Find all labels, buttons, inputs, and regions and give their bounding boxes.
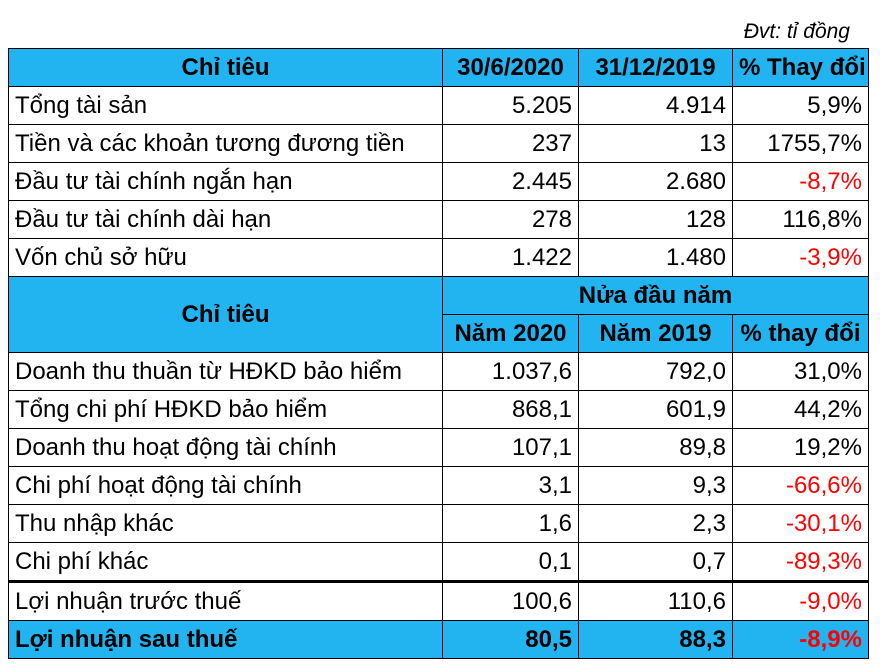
table-row: Đầu tư tài chính dài hạn 278 128 116,8%: [8, 200, 869, 239]
row-label: Doanh thu thuần từ HĐKD bảo hiểm: [8, 352, 443, 391]
row-label: Thu nhập khác: [8, 504, 443, 543]
row-value-2: 601,9: [578, 390, 733, 429]
table-row: Vốn chủ sở hữu 1.422 1.480 -3,9%: [8, 238, 869, 277]
table-row: Doanh thu thuần từ HĐKD bảo hiểm 1.037,6…: [8, 352, 869, 391]
unit-note: Đvt: tỉ đồng: [743, 20, 850, 43]
row-value-2: 110,6: [578, 580, 733, 621]
row-value-1: 0,1: [442, 542, 579, 582]
row-pct: 1755,7%: [732, 124, 869, 163]
row-label: Doanh thu hoạt động tài chính: [8, 428, 443, 467]
row-pct: 44,2%: [732, 390, 869, 429]
section2-header-col1: Năm 2020: [442, 314, 579, 353]
table-row: Tiền và các khoản tương đương tiền 237 1…: [8, 124, 869, 163]
row-pct: -9,0%: [732, 580, 869, 621]
section2-header-col2: Năm 2019: [578, 314, 733, 353]
section1-header-row: Chỉ tiêu 30/6/2020 31/12/2019 % Thay đổi: [8, 48, 869, 87]
table-row: Tổng chi phí HĐKD bảo hiểm 868,1 601,9 4…: [8, 390, 869, 429]
row-value-1: 1,6: [442, 504, 579, 543]
row-value-1: 107,1: [442, 428, 579, 467]
row-value-1: 237: [442, 124, 579, 163]
row-value-2: 792,0: [578, 352, 733, 391]
row-value-1: 2.445: [442, 162, 579, 201]
section2-header-group: Nửa đầu năm: [442, 276, 869, 315]
row-pct: -30,1%: [732, 504, 869, 543]
table-row-total: Lợi nhuận sau thuế 80,5 88,3 -8,9%: [8, 620, 869, 659]
section2-header-label: Chỉ tiêu: [8, 276, 443, 353]
row-label: Chi phí khác: [8, 542, 443, 582]
row-pct: -8,9%: [732, 620, 869, 659]
row-value-1: 3,1: [442, 466, 579, 505]
section1-header-label: Chỉ tiêu: [8, 48, 443, 87]
row-label: Vốn chủ sở hữu: [8, 238, 443, 277]
row-value-2: 4.914: [578, 86, 733, 125]
row-pct: 19,2%: [732, 428, 869, 467]
section2-header-row: Chỉ tiêu Nửa đầu năm: [8, 276, 869, 353]
row-value-1: 1.422: [442, 238, 579, 277]
row-pct: -89,3%: [732, 542, 869, 582]
row-pct: 31,0%: [732, 352, 869, 391]
row-value-2: 13: [578, 124, 733, 163]
section1-header-col1: 30/6/2020: [442, 48, 579, 87]
row-pct: -66,6%: [732, 466, 869, 505]
row-value-2: 128: [578, 200, 733, 239]
table-row: Doanh thu hoạt động tài chính 107,1 89,8…: [8, 428, 869, 467]
row-label: Đầu tư tài chính ngắn hạn: [8, 162, 443, 201]
section2-header-col3: % thay đổi: [732, 314, 869, 353]
row-label: Tổng chi phí HĐKD bảo hiểm: [8, 390, 443, 429]
row-pct: -3,9%: [732, 238, 869, 277]
row-value-2: 2,3: [578, 504, 733, 543]
table-row: Chi phí hoạt động tài chính 3,1 9,3 -66,…: [8, 466, 869, 505]
row-label: Chi phí hoạt động tài chính: [8, 466, 443, 505]
table-row: Lợi nhuận trước thuế 100,6 110,6 -9,0%: [8, 580, 869, 621]
row-label: Lợi nhuận sau thuế: [8, 620, 443, 659]
row-value-1: 80,5: [442, 620, 579, 659]
row-value-1: 1.037,6: [442, 352, 579, 391]
row-pct: 5,9%: [732, 86, 869, 125]
row-value-1: 100,6: [442, 580, 579, 621]
section1-header-col3: % Thay đổi: [732, 48, 869, 87]
section1-header-col2: 31/12/2019: [578, 48, 733, 87]
section2-subheader-row: Năm 2020 Năm 2019 % thay đổi: [9, 314, 869, 353]
row-value-2: 0,7: [578, 542, 733, 582]
row-value-2: 89,8: [578, 428, 733, 467]
row-value-2: 9,3: [578, 466, 733, 505]
financial-table: Chỉ tiêu 30/6/2020 31/12/2019 % Thay đổi…: [8, 48, 869, 659]
row-pct: 116,8%: [732, 200, 869, 239]
row-value-2: 88,3: [578, 620, 733, 659]
row-value-1: 868,1: [442, 390, 579, 429]
table-row: Đầu tư tài chính ngắn hạn 2.445 2.680 -8…: [8, 162, 869, 201]
row-value-1: 278: [442, 200, 579, 239]
row-label: Đầu tư tài chính dài hạn: [8, 200, 443, 239]
table-row: Tổng tài sản 5.205 4.914 5,9%: [8, 86, 869, 125]
row-pct: -8,7%: [732, 162, 869, 201]
row-value-2: 1.480: [578, 238, 733, 277]
row-label: Tổng tài sản: [8, 86, 443, 125]
row-label: Lợi nhuận trước thuế: [8, 580, 443, 621]
table-row: Chi phí khác 0,1 0,7 -89,3%: [8, 542, 869, 582]
row-value-2: 2.680: [578, 162, 733, 201]
row-label: Tiền và các khoản tương đương tiền: [8, 124, 443, 163]
table-row: Thu nhập khác 1,6 2,3 -30,1%: [8, 504, 869, 543]
row-value-1: 5.205: [442, 86, 579, 125]
